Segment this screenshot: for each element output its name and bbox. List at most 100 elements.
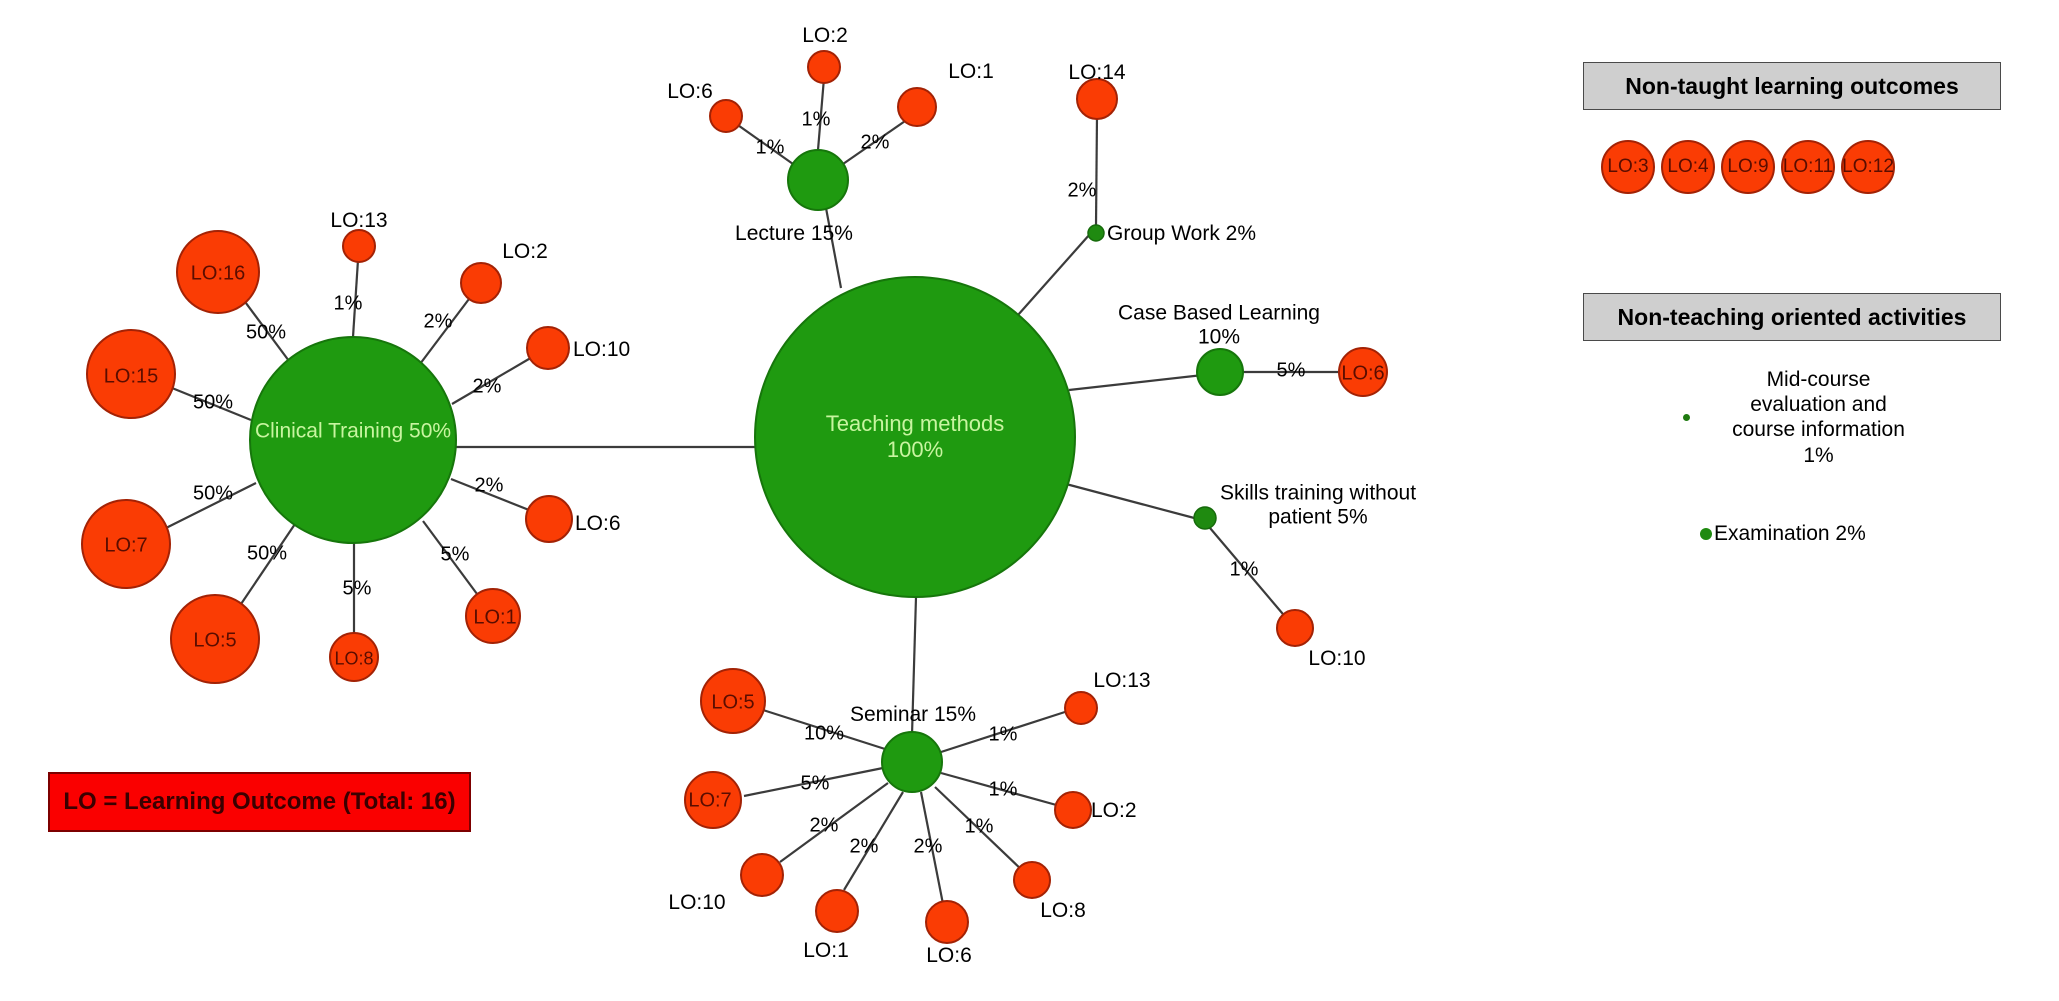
lo-label-sem-5: LO:5 (711, 691, 755, 714)
node-lo-ct-2[interactable] (460, 262, 502, 304)
edge-sem-lo8 (934, 786, 1025, 873)
non-taught-lo-4[interactable]: LO:4 (1661, 140, 1715, 194)
lo-label-ct-10: LO:10 (573, 338, 631, 362)
pct-ct-8: 5% (342, 577, 372, 600)
lo-legend-box: LO = Learning Outcome (Total: 16) (48, 772, 471, 832)
case-based-learning-label: Case Based Learning 10% (1118, 301, 1320, 348)
edge-sem-lo7 (743, 766, 884, 798)
pct-ct-5: 50% (246, 542, 288, 565)
pct-ct-15: 50% (192, 391, 234, 414)
lo-label-ct-16: LO:16 (190, 262, 246, 285)
edge-sem-lo10 (779, 782, 889, 863)
lo-label-gw-14: LO:14 (1068, 61, 1126, 85)
node-lo-ct-6[interactable] (525, 495, 573, 543)
teaching-methods-label: Teaching methods 100% (825, 411, 1005, 462)
lo-label-lec-6: LO:6 (667, 80, 713, 104)
edge-center-to-lecture (824, 207, 843, 289)
lo-label-sem-10: LO:10 (668, 891, 726, 915)
edge-ct-lo2 (419, 294, 473, 365)
non-taught-lo-11[interactable]: LO:11 (1781, 140, 1835, 194)
node-lo-sem-1[interactable] (815, 889, 859, 933)
activity-row-mid-course[interactable]: Mid-course evaluation and course informa… (1683, 367, 1943, 468)
node-lo-sem-13[interactable] (1064, 691, 1098, 725)
activity-dot-icon (1683, 413, 1690, 421)
node-lo-ct-1[interactable] (465, 588, 521, 644)
edge-sem-lo5 (762, 708, 886, 751)
node-lo-st-10[interactable] (1276, 609, 1314, 647)
clinical-training-label: Clinical Training 50% (254, 419, 452, 443)
edge-st-lo10 (1209, 527, 1289, 621)
pct-ct-6: 2% (474, 474, 504, 497)
node-lo-lec-6[interactable] (709, 99, 743, 133)
edge-center-to-case-based-learning (1068, 372, 1213, 392)
non-taught-lo-12[interactable]: LO:12 (1841, 140, 1895, 194)
node-lo-sem-5[interactable] (700, 668, 766, 734)
activity-label-mid-course: Mid-course evaluation and course informa… (1732, 368, 1905, 467)
lo-label-cbl-6: LO:6 (1341, 362, 1385, 385)
pct-cbl-6: 5% (1276, 359, 1306, 382)
non-taught-lo-9[interactable]: LO:9 (1721, 140, 1775, 194)
lo-label-sem-6: LO:6 (926, 944, 972, 968)
pct-ct-16: 50% (245, 321, 287, 344)
lo-label-ct-1: LO:1 (473, 606, 517, 629)
edge-lec-lo6 (734, 122, 794, 165)
node-lo-cbl-6[interactable] (1338, 347, 1388, 397)
skills-training-label: Skills training without patient 5% (1219, 481, 1417, 528)
node-lo-sem-2[interactable] (1054, 791, 1092, 829)
non-taught-panel-header: Non-taught learning outcomes (1583, 62, 2001, 110)
edge-sem-lo6 (919, 791, 945, 905)
non-teaching-panel-header: Non-teaching oriented activities (1583, 293, 2001, 341)
edge-center-to-group-work (1017, 233, 1091, 316)
node-lo-gw-14[interactable] (1076, 78, 1118, 120)
pct-sem-10: 2% (809, 814, 839, 837)
lo-label-sem-1: LO:1 (803, 939, 849, 963)
pct-ct-1: 5% (440, 543, 470, 566)
node-group-work[interactable] (1087, 224, 1105, 242)
node-lecture[interactable] (787, 149, 849, 211)
node-teaching-methods[interactable] (754, 276, 1076, 598)
pct-sem-2: 1% (988, 778, 1018, 801)
lo-label-ct-15: LO:15 (103, 365, 159, 388)
pct-ct-7: 50% (192, 482, 234, 505)
node-lo-ct-10[interactable] (526, 326, 570, 370)
edge-ct-lo15 (171, 386, 252, 422)
edge-sem-lo2 (940, 771, 1061, 808)
node-clinical-training[interactable] (249, 336, 457, 544)
edge-sem-lo1 (843, 791, 904, 891)
seminar-label: Seminar 15% (849, 703, 977, 727)
non-taught-lo-3[interactable]: LO:3 (1601, 140, 1655, 194)
node-lo-sem-8[interactable] (1013, 861, 1051, 899)
edge-ct-lo5 (238, 523, 296, 608)
pct-ct-2: 2% (423, 310, 453, 333)
node-seminar[interactable] (881, 731, 943, 793)
node-lo-ct-8[interactable] (329, 632, 379, 682)
node-lo-sem-6[interactable] (925, 900, 969, 944)
node-lo-ct-13[interactable] (342, 229, 376, 263)
node-skills-training[interactable] (1193, 506, 1217, 530)
pct-sem-6: 2% (913, 835, 943, 858)
node-lo-ct-16[interactable] (176, 230, 260, 314)
lo-label-sem-13: LO:13 (1093, 669, 1151, 693)
node-case-based-learning[interactable] (1196, 348, 1244, 396)
pct-ct-13: 1% (333, 292, 363, 315)
pct-lec-2: 1% (801, 108, 831, 131)
node-lo-sem-10[interactable] (740, 853, 784, 897)
node-lo-ct-5[interactable] (170, 594, 260, 684)
activity-row-examination[interactable]: Examination 2% (1700, 521, 1866, 546)
pct-sem-7: 5% (800, 772, 830, 795)
edge-ct-lo7 (165, 482, 257, 529)
pct-lec-6: 1% (755, 136, 785, 159)
node-lo-ct-7[interactable] (81, 499, 171, 589)
node-lo-ct-15[interactable] (86, 329, 176, 419)
edge-lec-lo1 (842, 118, 909, 165)
node-lo-sem-7[interactable] (684, 771, 742, 829)
pct-sem-1: 2% (849, 835, 879, 858)
lo-label-lec-2: LO:2 (802, 24, 848, 48)
node-lo-lec-2[interactable] (807, 50, 841, 84)
edge-center-to-skills-training (1065, 482, 1199, 521)
node-lo-lec-1[interactable] (897, 87, 937, 127)
lo-label-st-10: LO:10 (1308, 647, 1366, 671)
lo-label-sem-8: LO:8 (1040, 899, 1086, 923)
pct-gw-14: 2% (1067, 179, 1097, 202)
